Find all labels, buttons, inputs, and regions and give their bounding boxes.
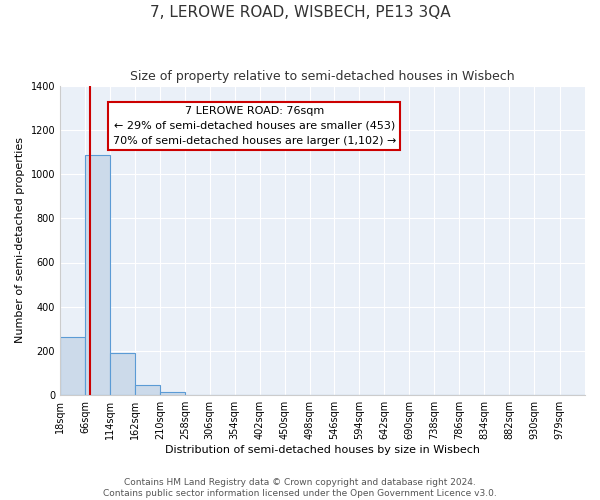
- Bar: [110, 352, 135, 395]
- Text: 7, LEROWE ROAD, WISBECH, PE13 3QA: 7, LEROWE ROAD, WISBECH, PE13 3QA: [149, 5, 451, 20]
- Bar: [60, 336, 85, 395]
- Y-axis label: Number of semi-detached properties: Number of semi-detached properties: [15, 138, 25, 344]
- Bar: [135, 384, 160, 395]
- Bar: [85, 155, 110, 395]
- Title: Size of property relative to semi-detached houses in Wisbech: Size of property relative to semi-detach…: [130, 70, 515, 83]
- Text: 7 LEROWE ROAD: 76sqm
← 29% of semi-detached houses are smaller (453)
70% of semi: 7 LEROWE ROAD: 76sqm ← 29% of semi-detac…: [113, 106, 396, 146]
- Bar: [160, 392, 185, 395]
- X-axis label: Distribution of semi-detached houses by size in Wisbech: Distribution of semi-detached houses by …: [165, 445, 480, 455]
- Text: Contains HM Land Registry data © Crown copyright and database right 2024.
Contai: Contains HM Land Registry data © Crown c…: [103, 478, 497, 498]
